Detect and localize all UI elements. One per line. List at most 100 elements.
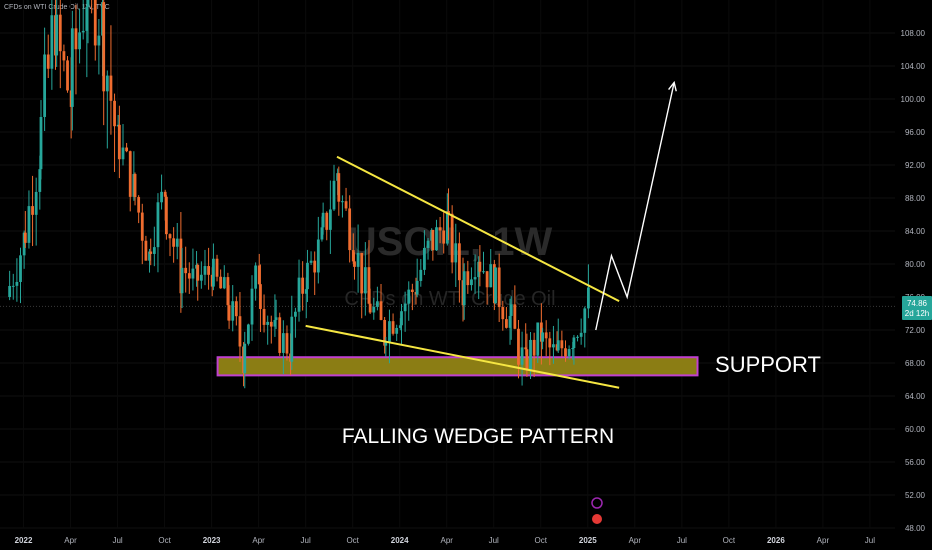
candle-body [196, 264, 200, 281]
candle-body [368, 303, 372, 313]
candle-body [567, 349, 571, 357]
candle-body [274, 317, 278, 320]
candle-body [227, 305, 231, 321]
y-tick-label: 104.00 [901, 62, 926, 71]
candles [8, 0, 590, 389]
candle-body [290, 316, 294, 362]
y-tick-label: 88.00 [905, 194, 926, 203]
candle-body [379, 301, 383, 320]
candle-body [375, 301, 379, 307]
candle-body [175, 238, 179, 247]
candle-body [426, 240, 430, 248]
candle-body [442, 230, 446, 244]
flag-icon[interactable] [592, 514, 602, 524]
candle-body [117, 124, 121, 160]
candle-body [86, 0, 90, 7]
candle-body [320, 227, 324, 240]
x-tick-label: Jul [865, 536, 875, 545]
candle-body [501, 307, 505, 320]
candle-body [172, 238, 176, 247]
candle-body [470, 279, 473, 286]
event-icons [591, 497, 603, 524]
candle-body [348, 208, 352, 251]
support-label: SUPPORT [715, 352, 821, 377]
candle-body [541, 332, 544, 342]
x-tick-label: Oct [158, 536, 171, 545]
candle-body [164, 196, 168, 235]
candle-body [431, 229, 435, 251]
candle-body [203, 266, 207, 275]
candle-body [133, 174, 137, 198]
y-tick-label: 108.00 [901, 29, 926, 38]
candle-body [81, 30, 85, 33]
candle-body [478, 261, 482, 272]
x-tick-label: Apr [64, 536, 77, 545]
candle-body [74, 28, 78, 50]
candle-body [321, 212, 325, 228]
candle-body [11, 285, 15, 287]
candle-body [15, 281, 19, 286]
candle-body [419, 269, 423, 281]
candle-body [66, 60, 69, 91]
candle-body [325, 212, 329, 230]
candle-body [184, 267, 188, 274]
candle-body [168, 234, 172, 239]
candle-body [163, 191, 167, 197]
candle-body [306, 262, 309, 290]
candle-body [360, 252, 364, 294]
candle-body [466, 271, 470, 286]
candle-body [505, 319, 508, 328]
candle-body [363, 267, 367, 294]
candle-body [19, 255, 22, 282]
candle-body [234, 301, 238, 317]
watermark: USOIL, 1W CFDs on WTI Crude Oil [344, 220, 555, 310]
candle-body [560, 340, 564, 349]
candle-body [564, 348, 567, 357]
y-tick-label: 52.00 [905, 491, 926, 500]
x-tick-label: Oct [346, 536, 359, 545]
candle-body [332, 180, 336, 210]
candle-body [353, 261, 356, 267]
candle-body [219, 276, 223, 289]
y-tick-label: 92.00 [905, 161, 926, 170]
candle-body [556, 340, 560, 351]
trendlines [305, 155, 620, 389]
candle-body [70, 28, 74, 107]
candle-body [536, 322, 540, 356]
candle-body [156, 202, 160, 248]
candle-body [137, 197, 141, 213]
candle-body [85, 6, 89, 31]
y-tick-label: 80.00 [905, 260, 926, 269]
candle-body [297, 277, 301, 312]
candle-body [179, 238, 183, 294]
y-tick-label: 84.00 [905, 227, 926, 236]
candle-body [43, 54, 47, 117]
candle-body [356, 252, 360, 267]
candle-body [438, 227, 442, 231]
x-tick-label: 2025 [579, 536, 597, 545]
candle-body [344, 201, 348, 209]
candle-body [508, 315, 512, 328]
candle-body [435, 227, 438, 251]
candle-body [532, 339, 536, 356]
candle-body [544, 332, 548, 339]
candle-body [38, 169, 42, 192]
candle-body [552, 344, 555, 348]
y-tick-label: 96.00 [905, 128, 926, 137]
candle-body [109, 75, 113, 101]
x-tick-label: Apr [440, 536, 453, 545]
candle-body [207, 266, 210, 275]
candle-body [231, 301, 235, 321]
candle-body [23, 232, 27, 243]
x-tick-label: Oct [535, 536, 548, 545]
candle-body [572, 337, 576, 349]
candle-body [445, 211, 449, 244]
candle-body [583, 308, 587, 333]
candle-body [313, 260, 317, 273]
candle-body [309, 260, 313, 263]
lightning-icon[interactable] [591, 497, 603, 509]
candle-body [482, 271, 485, 273]
price-badge-countdown: 2d 12h [905, 309, 929, 318]
candle-body [97, 35, 101, 46]
